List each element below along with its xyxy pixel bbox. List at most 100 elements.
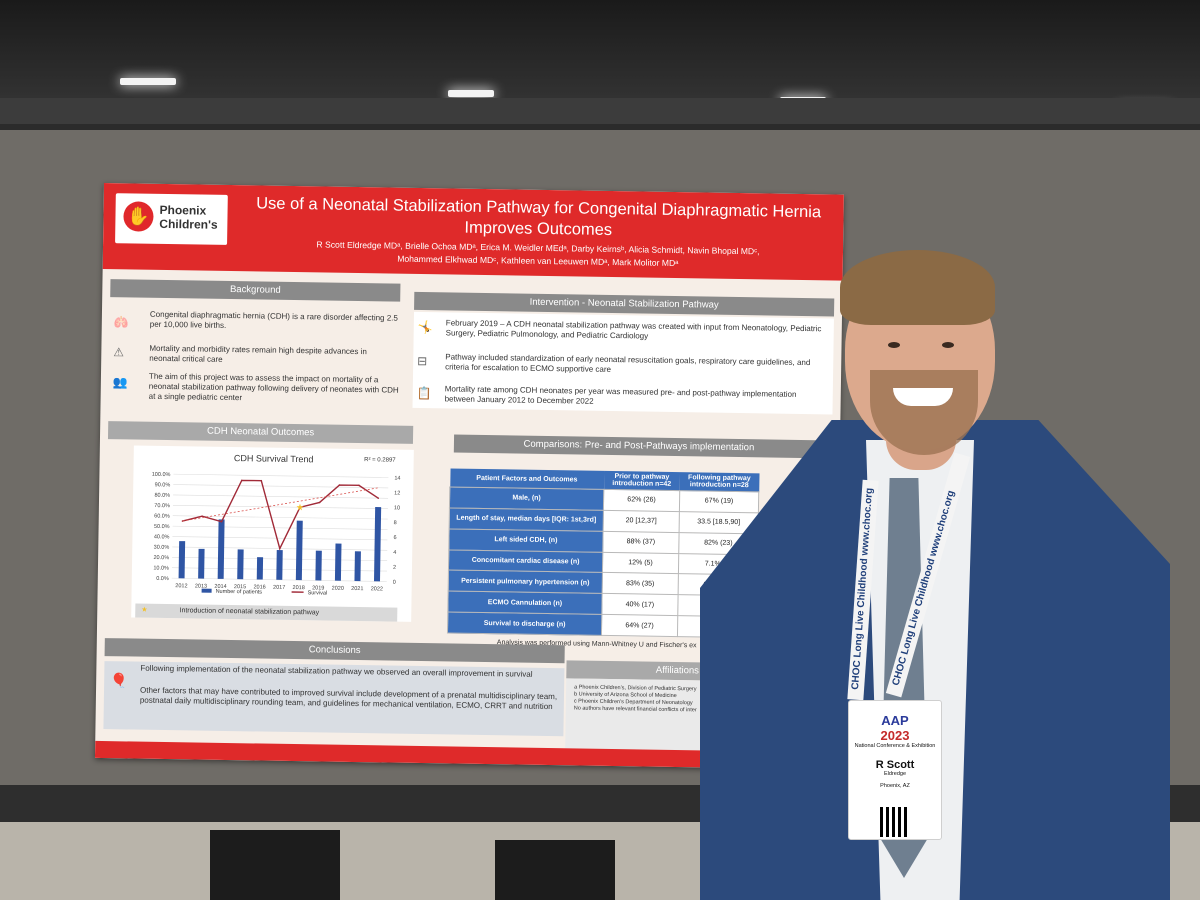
pathway-legend: ★ Introduction of neonatal stabilization… <box>135 603 398 622</box>
grid-line <box>172 525 388 530</box>
table-row-label: Length of stay, median days [IQR: 1st,3r… <box>449 507 604 532</box>
survival-point <box>338 484 341 486</box>
eye <box>888 342 900 348</box>
y-right-tick: 2 <box>393 565 396 571</box>
conclusion-item: Following implementation of the neonatal… <box>140 663 533 679</box>
survival-chart: CDH Survival Trend R² = 0.28970.0%10.0%20… <box>152 453 401 596</box>
presenter-icon: 👥 <box>112 375 128 390</box>
y-right-tick: 10 <box>394 505 400 511</box>
table-cell: 64% (27) <box>601 614 678 637</box>
x-tick: 2022 <box>371 586 383 592</box>
bar <box>315 550 322 581</box>
table-cell: 40% (17) <box>601 593 678 616</box>
ceiling-rail <box>0 98 1200 128</box>
background-item: Mortality and morbidity rates remain hig… <box>149 343 367 364</box>
table-cell: 12% (5) <box>602 551 679 574</box>
chart-title: CDH Survival Trend <box>234 453 314 464</box>
badge-location: Phoenix, AZ <box>880 783 910 789</box>
y-right-tick: 4 <box>393 550 396 556</box>
grid-line <box>172 536 388 541</box>
hair <box>840 250 995 325</box>
survival-point <box>278 547 281 550</box>
table-row-label: Persistent pulmonary hypertension (n) <box>448 570 603 594</box>
table-cell: 83% (35) <box>602 572 679 595</box>
poster: ✋ Phoenix Children's Use of a Neonatal S… <box>94 183 844 770</box>
bar <box>198 548 205 579</box>
badge-conference: AAP <box>881 713 909 728</box>
survival-point <box>240 479 243 482</box>
y-left-tick: 20.0% <box>153 555 169 561</box>
pathway-legend-text: Introduction of neonatal stabilization p… <box>179 607 320 617</box>
balloon-icon: 🎈 <box>110 672 128 689</box>
clipboard-icon: 📋 <box>416 385 432 401</box>
bar <box>354 551 361 582</box>
flowchart-icon: ⊟ <box>417 353 428 369</box>
badge-last-name: Eldredge <box>883 771 907 777</box>
survival-point <box>299 506 301 509</box>
poster-header: ✋ Phoenix Children's Use of a Neonatal S… <box>102 183 844 281</box>
chart-container: CDH Survival Trend R² = 0.2897 0.0% 10.0% 20… <box>131 445 414 622</box>
table-header: Prior to pathway introduction n=42 <box>603 470 680 491</box>
y-right-tick: 14 <box>394 476 400 482</box>
y-right-tick: 0 <box>393 580 396 586</box>
table-cell: 88% (37) <box>602 531 679 554</box>
x-tick: 2020 <box>332 586 344 592</box>
x-tick: 2016 <box>253 584 265 590</box>
table-row-label: ECMO Cannulation (n) <box>447 591 603 615</box>
survival-point <box>318 501 321 504</box>
bar <box>374 507 382 582</box>
y-right-tick: 12 <box>394 490 400 496</box>
background-item: The aim of this project was to assess th… <box>148 371 399 403</box>
hand-icon: ✋ <box>123 201 154 232</box>
x-tick: 2014 <box>214 584 226 590</box>
y-left-tick: 0.0% <box>156 576 169 582</box>
grid-line <box>172 505 388 509</box>
legend-label: Number of patients <box>216 589 263 596</box>
bar <box>217 519 225 579</box>
warning-icon: ⚠ <box>113 345 125 360</box>
dancer-icon: 🤸 <box>417 319 433 335</box>
y-left-tick: 70.0% <box>154 503 170 509</box>
table-cell: 20 [12,37] <box>603 510 680 533</box>
survival-point <box>377 497 380 499</box>
star-icon: ★ <box>296 502 304 512</box>
y-left-tick: 80.0% <box>154 493 170 499</box>
y-left-tick: 40.0% <box>154 534 170 540</box>
poster-title: Use of a Neonatal Stabilization Pathway … <box>256 194 822 239</box>
table-row-label: Survival to discharge (n) <box>447 612 602 636</box>
y-right-tick: 8 <box>394 520 397 526</box>
grid-line <box>172 515 388 520</box>
qr-code-icon <box>880 807 910 837</box>
grid-line <box>173 484 389 489</box>
comparisons-header: Comparisons: Pre- and Post-Pathways impl… <box>453 434 825 459</box>
outcomes-header: CDH Neonatal Outcomes <box>107 421 414 444</box>
bar <box>334 543 342 581</box>
star-icon: ★ <box>141 606 148 614</box>
y-left-tick: 100.0% <box>152 472 171 478</box>
y-left-tick: 30.0% <box>154 545 170 551</box>
survival-point <box>260 479 263 482</box>
table-header: Patient Factors and Outcomes <box>449 468 605 490</box>
bar <box>295 520 303 581</box>
r2-label: R² = 0.2897 <box>364 457 396 464</box>
y-left-tick: 50.0% <box>154 524 170 530</box>
legend-swatch <box>201 588 212 593</box>
ceiling-light <box>120 78 176 85</box>
survival-point <box>201 515 203 517</box>
bar <box>178 541 186 579</box>
bar <box>237 549 244 580</box>
bar <box>256 557 264 580</box>
logo: ✋ Phoenix Children's <box>115 193 228 245</box>
x-tick: 2015 <box>234 584 246 590</box>
grid-line <box>173 494 389 499</box>
beard <box>870 370 978 455</box>
badge-name: R Scott <box>875 759 915 771</box>
eye <box>942 342 954 348</box>
legend-label: Survival <box>308 590 328 596</box>
bar <box>276 550 283 580</box>
trend-line <box>182 487 379 522</box>
legs <box>210 830 340 900</box>
conclusions-header: Conclusions <box>104 638 565 664</box>
ceiling-light <box>448 90 494 97</box>
grid-line <box>173 473 389 478</box>
